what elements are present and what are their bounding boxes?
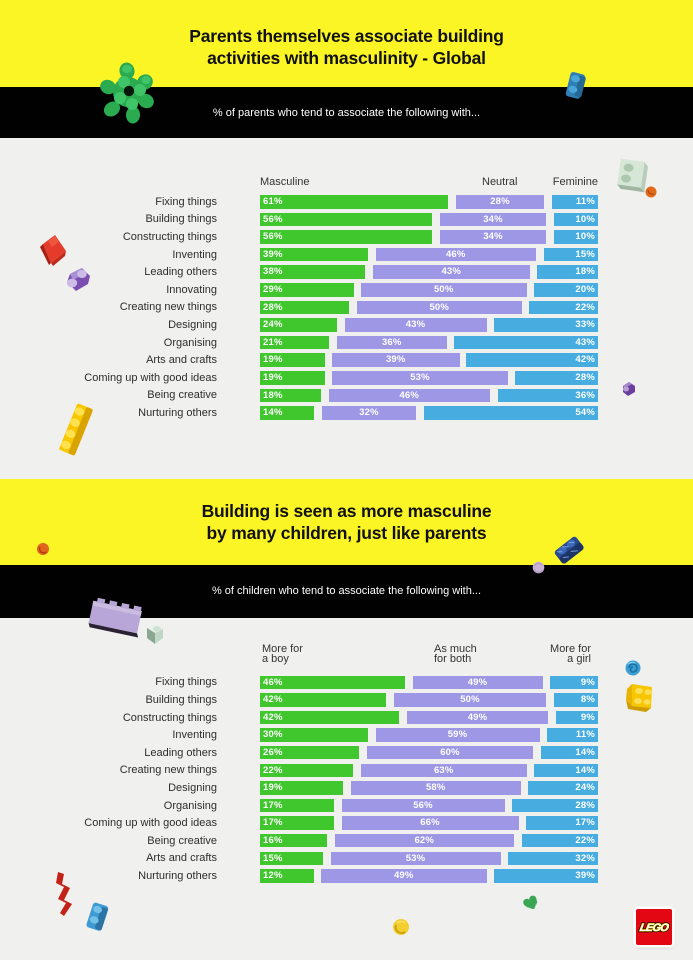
svg-text:LEGO: LEGO <box>639 922 670 934</box>
svg-text:LEGO: LEGO <box>639 922 670 934</box>
